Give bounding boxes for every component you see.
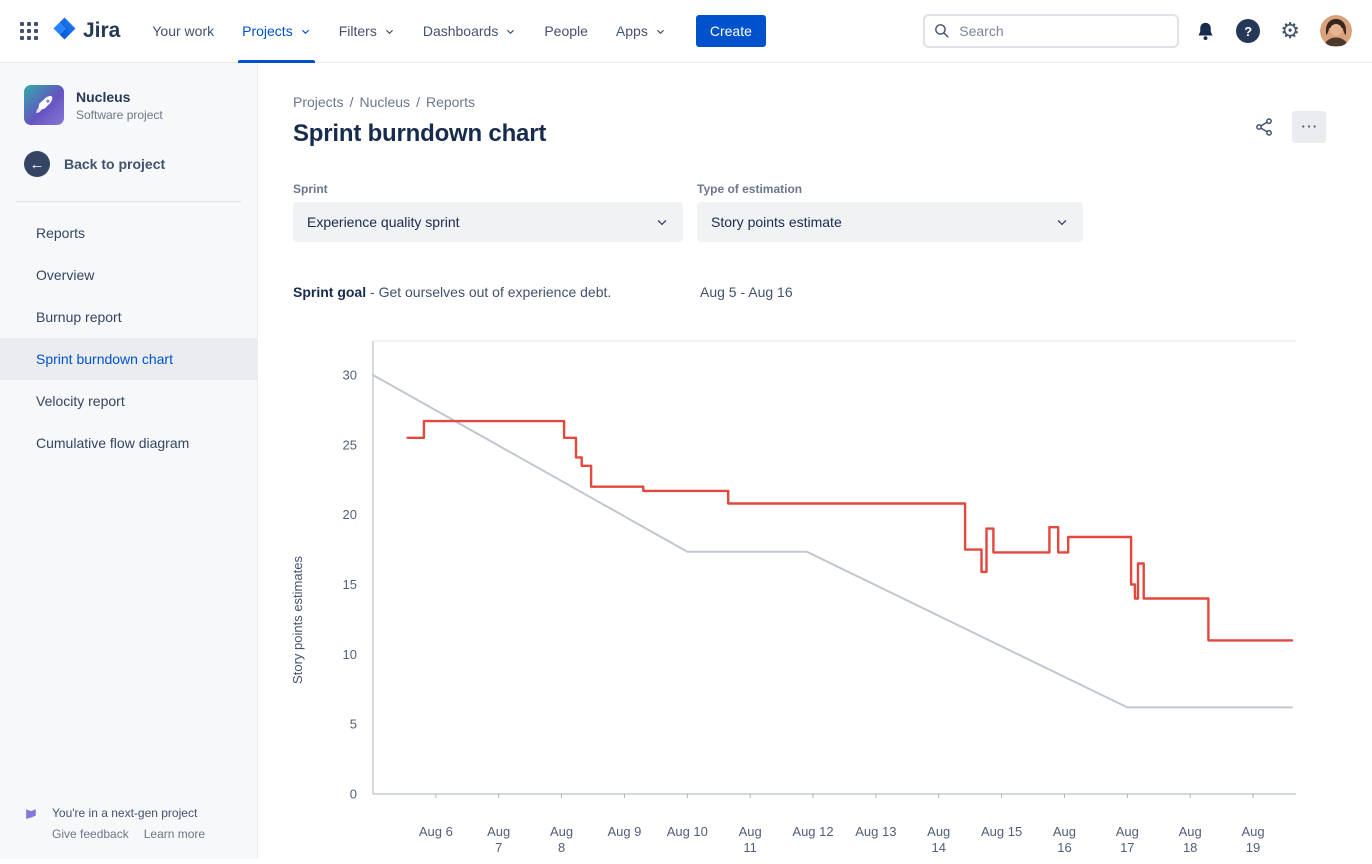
svg-text:30: 30 bbox=[343, 367, 357, 382]
estimation-filter-label: Type of estimation bbox=[697, 182, 803, 196]
jira-logo-text: Jira bbox=[83, 19, 121, 42]
topbar-icons: ? ⚙ bbox=[1195, 15, 1352, 47]
svg-text:Aug: Aug bbox=[550, 824, 573, 839]
sidebar-divider bbox=[16, 201, 241, 202]
svg-text:25: 25 bbox=[343, 437, 357, 452]
help-icon[interactable]: ? bbox=[1236, 19, 1261, 43]
project-sidebar: Nucleus Software project ← Back to proje… bbox=[0, 63, 258, 859]
svg-text:Aug 12: Aug 12 bbox=[792, 824, 833, 839]
learn-more-link[interactable]: Learn more bbox=[143, 827, 206, 841]
page-title: Sprint burndown chart bbox=[293, 120, 547, 147]
back-to-project-button[interactable]: ← Back to project bbox=[0, 125, 257, 177]
sprint-date-range: Aug 5 - Aug 16 bbox=[700, 284, 793, 300]
sprint-goal-row: Sprint goal - Get ourselves out of exper… bbox=[293, 284, 1372, 302]
breadcrumb-nucleus[interactable]: Nucleus bbox=[359, 94, 411, 110]
back-arrow-icon: ← bbox=[24, 151, 50, 177]
settings-gear-icon[interactable]: ⚙ bbox=[1280, 18, 1300, 43]
filters-row: Sprint Experience quality sprint Type of… bbox=[293, 182, 1372, 242]
chevron-down-icon bbox=[300, 26, 311, 37]
next-gen-note: You're in a next-gen project bbox=[52, 806, 198, 820]
svg-text:Aug 6: Aug 6 bbox=[419, 824, 453, 839]
svg-text:Aug: Aug bbox=[739, 824, 762, 839]
user-avatar[interactable] bbox=[1320, 15, 1352, 47]
sidebar-item-burnup-report[interactable]: Burnup report bbox=[36, 309, 122, 325]
project-avatar-rocket-icon bbox=[24, 85, 64, 125]
app-switcher-icon[interactable] bbox=[14, 16, 44, 46]
svg-text:10: 10 bbox=[343, 647, 357, 662]
chevron-down-icon bbox=[1055, 215, 1069, 229]
svg-text:15: 15 bbox=[343, 577, 357, 592]
nav-filters[interactable]: Filters bbox=[325, 0, 409, 63]
svg-text:16: 16 bbox=[1057, 840, 1071, 855]
svg-text:18: 18 bbox=[1183, 840, 1197, 855]
svg-text:Aug 9: Aug 9 bbox=[607, 824, 641, 839]
svg-text:8: 8 bbox=[558, 840, 565, 855]
svg-text:Aug 15: Aug 15 bbox=[981, 824, 1022, 839]
svg-text:Aug: Aug bbox=[1116, 824, 1139, 839]
burndown-chart: 0 5 10 15 20 25 30 Aug 6 Aug 7 Aug 8 Aug 9 Aug 10 Aug 1… bbox=[258, 336, 1372, 859]
footer-links: Give feedback Learn more bbox=[52, 827, 205, 841]
reports-menu: Reports Overview Burnup report Sprint bu… bbox=[0, 212, 257, 464]
more-actions-button[interactable]: ⋯ bbox=[1292, 111, 1326, 143]
svg-text:17: 17 bbox=[1120, 840, 1134, 855]
chevron-down-icon bbox=[505, 26, 516, 37]
svg-text:Aug: Aug bbox=[927, 824, 950, 839]
page-body: Nucleus Software project ← Back to proje… bbox=[0, 63, 1372, 859]
svg-text:Aug: Aug bbox=[1179, 824, 1202, 839]
project-name: Nucleus bbox=[76, 88, 131, 105]
create-button[interactable]: Create bbox=[695, 15, 766, 47]
sidebar-item-cumulative-flow-diagram[interactable]: Cumulative flow diagram bbox=[36, 435, 190, 451]
sidebar-item-overview[interactable]: Overview bbox=[36, 267, 95, 283]
sidebar-footer: You're in a next-gen project Give feedba… bbox=[24, 806, 205, 841]
svg-text:Aug 10: Aug 10 bbox=[667, 824, 708, 839]
nav-people[interactable]: People bbox=[544, 23, 588, 39]
svg-text:14: 14 bbox=[932, 840, 946, 855]
svg-text:Aug: Aug bbox=[487, 824, 510, 839]
sidebar-item-velocity-report[interactable]: Velocity report bbox=[36, 393, 125, 409]
sidebar-item-sprint-burndown-chart[interactable]: Sprint burndown chart bbox=[0, 338, 257, 380]
sprint-select[interactable]: Experience quality sprint bbox=[293, 202, 683, 242]
give-feedback-link[interactable]: Give feedback bbox=[52, 827, 129, 841]
svg-text:11: 11 bbox=[743, 840, 757, 855]
nav-your-work[interactable]: Your work bbox=[152, 23, 215, 39]
svg-text:7: 7 bbox=[495, 840, 502, 855]
nav-dashboards[interactable]: Dashboards bbox=[409, 0, 531, 63]
project-header[interactable]: Nucleus Software project bbox=[0, 63, 257, 125]
header-actions: ⋯ bbox=[1254, 111, 1326, 143]
sprint-goal-label: Sprint goal bbox=[293, 284, 367, 300]
search-box bbox=[923, 14, 1180, 48]
svg-text:Aug: Aug bbox=[1053, 824, 1076, 839]
nav-projects[interactable]: Projects bbox=[228, 0, 325, 63]
chevron-down-icon bbox=[655, 26, 666, 37]
nav-apps[interactable]: Apps bbox=[602, 0, 680, 63]
sprint-goal-text: - Get ourselves out of experience debt. bbox=[370, 284, 612, 300]
sidebar-item-reports[interactable]: Reports bbox=[36, 225, 86, 241]
breadcrumb-reports[interactable]: Reports bbox=[425, 94, 475, 110]
breadcrumb: Projects / Nucleus / Reports bbox=[293, 94, 475, 110]
svg-text:19: 19 bbox=[1246, 840, 1260, 855]
svg-text:Aug 13: Aug 13 bbox=[855, 824, 896, 839]
estimation-select[interactable]: Story points estimate bbox=[697, 202, 1083, 242]
jira-logo[interactable]: Jira bbox=[52, 16, 120, 46]
svg-text:Aug: Aug bbox=[1241, 824, 1264, 839]
svg-text:20: 20 bbox=[343, 507, 357, 522]
sprint-filter-label: Sprint bbox=[293, 182, 328, 196]
notifications-icon[interactable] bbox=[1195, 21, 1216, 42]
svg-text:Story points estimates: Story points estimates bbox=[290, 556, 305, 684]
topbar: Jira Your work Projects Filters Dashboar… bbox=[0, 0, 1372, 63]
jira-logo-icon bbox=[52, 16, 77, 46]
share-button[interactable] bbox=[1254, 117, 1274, 137]
project-type: Software project bbox=[76, 107, 163, 122]
main-content: Projects / Nucleus / Reports Sprint burndown… bbox=[258, 63, 1372, 859]
chevron-down-icon bbox=[384, 26, 395, 37]
next-gen-icon bbox=[24, 806, 39, 826]
primary-nav: Your work Projects Filters Dashboards Pe… bbox=[138, 0, 679, 63]
breadcrumb-projects[interactable]: Projects bbox=[293, 94, 344, 110]
search-input[interactable] bbox=[923, 14, 1180, 48]
svg-text:0: 0 bbox=[350, 787, 357, 802]
svg-text:5: 5 bbox=[350, 717, 357, 732]
chevron-down-icon bbox=[655, 215, 669, 229]
